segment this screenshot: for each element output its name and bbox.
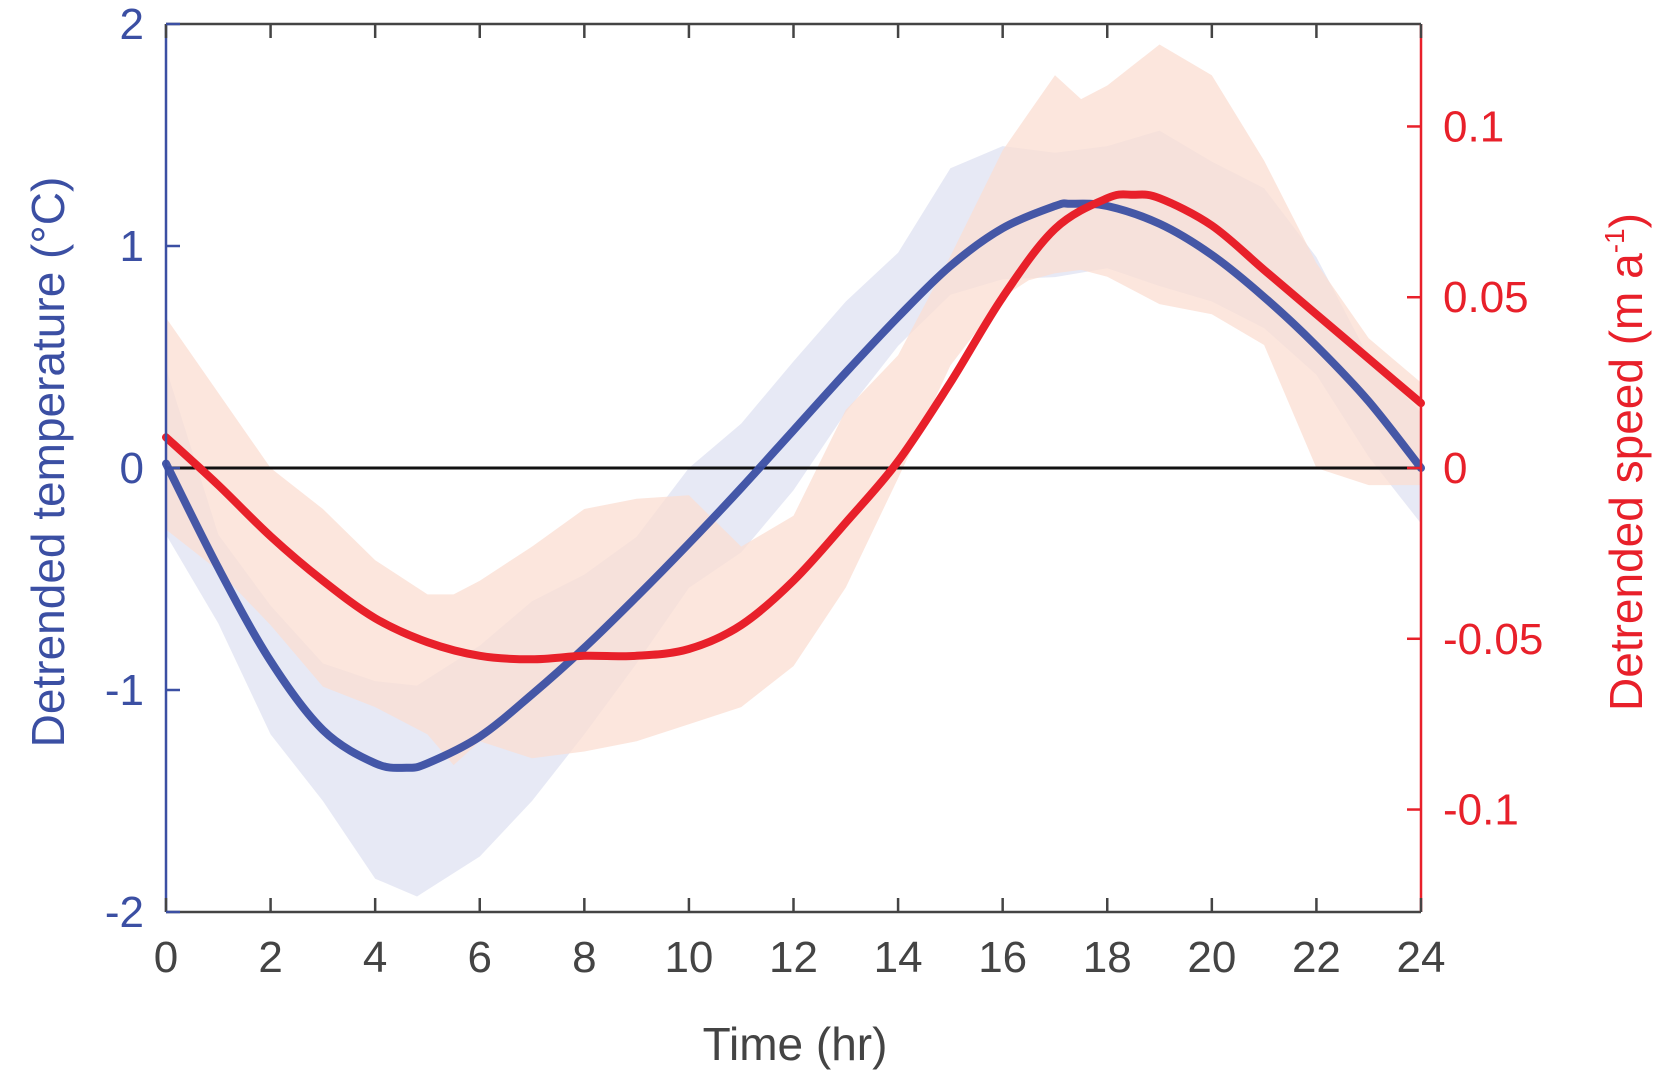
x-tick-label: 0 — [154, 933, 178, 982]
right-y-axis-title-main: Detrended speed (m a — [1600, 253, 1652, 711]
right-y-tick-label: 0 — [1443, 444, 1467, 493]
speed-line — [162, 190, 1425, 664]
x-tick-label: 22 — [1292, 933, 1341, 982]
x-tick-label: 24 — [1397, 933, 1446, 982]
speed-band — [166, 44, 1421, 766]
tick-marks — [164, 22, 1423, 914]
x-axis-title: Time (hr) — [703, 1018, 888, 1070]
x-tick-label: 2 — [258, 933, 282, 982]
right-y-axis-title-sup: -1 — [1599, 228, 1630, 253]
x-tick-label: 20 — [1187, 933, 1236, 982]
right-y-tick-label: -0.1 — [1443, 786, 1519, 835]
left-y-tick-label: 1 — [120, 222, 144, 271]
x-tick-label: 8 — [572, 933, 596, 982]
right-y-axis-title-end: ) — [1600, 213, 1652, 228]
temperature-line — [162, 199, 1425, 772]
right-y-tick-label: 0.05 — [1443, 273, 1529, 322]
left-y-axis-title: Detrended temperature (°C) — [22, 177, 74, 748]
x-tick-label: 14 — [874, 933, 923, 982]
x-tick-label: 16 — [978, 933, 1027, 982]
series-lines — [162, 190, 1425, 772]
right-y-tick-label: -0.05 — [1443, 615, 1543, 664]
right-y-axis-title: Detrended speed (m a-1) — [1599, 213, 1652, 711]
left-y-tick-label: -2 — [105, 888, 144, 937]
x-tick-label: 10 — [664, 933, 713, 982]
x-tick-label: 6 — [468, 933, 492, 982]
confidence-bands — [166, 44, 1421, 897]
left-y-tick-label: 0 — [120, 444, 144, 493]
tick-labels: 0 2 4 6 8 10 12 14 16 18 20 22 24-2-1012-0.1-0.0500.… — [105, 0, 1543, 982]
x-tick-label: 4 — [363, 933, 387, 982]
right-y-tick-label: 0.1 — [1443, 102, 1504, 151]
left-y-tick-label: 2 — [120, 0, 144, 49]
left-y-tick-label: -1 — [105, 666, 144, 715]
x-tick-label: 18 — [1083, 933, 1132, 982]
x-tick-label: 12 — [769, 933, 818, 982]
